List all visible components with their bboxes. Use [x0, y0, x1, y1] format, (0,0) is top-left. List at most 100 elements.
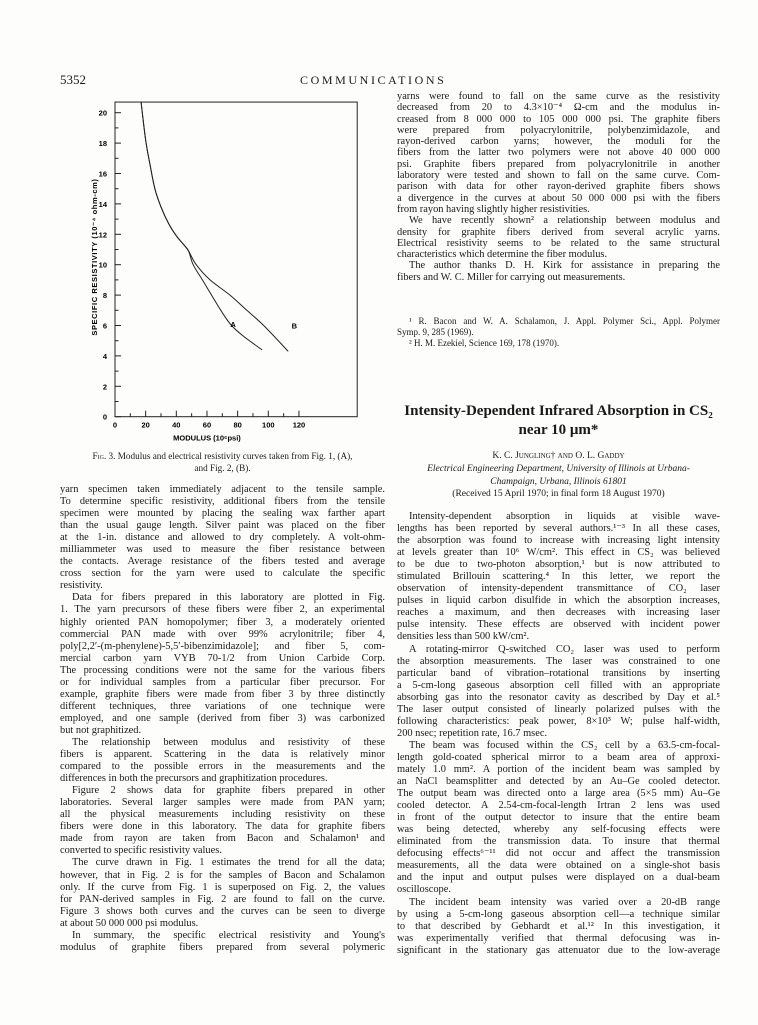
text-line: made from rayon are taken from Bacon and…	[60, 833, 385, 845]
text-line: The incident beam intensity was varied o…	[409, 896, 720, 908]
text-line: milliammeter was used to measure the fib…	[60, 544, 385, 556]
text-line: To determine specific resistivity, addit…	[60, 496, 385, 508]
text-line: ² H. M. Ezekiel, Science 169, 178 (1970)…	[409, 338, 560, 348]
text-line: Data for fibers prepared in this laborat…	[72, 592, 385, 604]
paragraph: In summary, the specific electrical resi…	[60, 930, 385, 954]
caption-text-2: and Fig. 2, (B).	[194, 463, 251, 473]
text-line: In summary, the specific electrical resi…	[72, 929, 385, 941]
paragraph: The beam was focused within the CS₂ cell…	[397, 740, 720, 897]
text-line: the contacts. Average resistance of the …	[60, 556, 385, 568]
text-line: however, that in Fig. 2 is for the sampl…	[60, 869, 385, 881]
text-line: a divergence in the curves at about 50 0…	[397, 192, 720, 204]
text-line: The laser output consisted of linearly p…	[397, 703, 720, 715]
text-line: The relationship between modulus and res…	[72, 736, 385, 748]
affiliation-line-1: Electrical Engineering Department, Unive…	[427, 464, 690, 474]
affiliation-line-2: Champaign, Urbana, Illinois 61801	[490, 476, 627, 487]
text-line: observation of intensity-dependent trans…	[397, 583, 720, 595]
y-tick-label: 0	[103, 413, 107, 422]
y-tick-label: 4	[103, 352, 108, 361]
text-line: than the usual gauge length. Silver pain…	[60, 520, 385, 532]
text-line: by using a 5-cm-long gaseous absorption …	[397, 908, 720, 920]
x-axis-label: MODULUS (10⁶psi)	[173, 434, 241, 443]
text-line: We have recently shown² a relationship b…	[409, 215, 720, 227]
text-line: Intensity-dependent absorption in liquid…	[409, 511, 720, 522]
text-line: psi. Graphite fibers prepared from polya…	[397, 158, 720, 170]
text-line: 200 nsec; repetition rate, 16.7 msec.	[397, 727, 548, 739]
text-line: laboratories. Several larger samples wer…	[60, 797, 385, 809]
text-line: for PAN-derived samples in Fig. 2 are fo…	[60, 893, 385, 905]
text-line: fibers from the latter two polymers were…	[397, 147, 720, 159]
received-date: (Received 15 April 1970; in final form 1…	[452, 489, 665, 499]
text-line: in front of the output detector to insur…	[397, 812, 720, 824]
text-line: pulses in liquid carbon disulfide in whi…	[397, 595, 720, 607]
text-line: but not graphitized.	[60, 724, 142, 736]
text-line: ¹ R. Bacon and W. A. Schalamon, J. Appl.…	[409, 316, 720, 326]
text-line: decreased from 20 to 4.3×10⁻⁴ Ω-cm and t…	[397, 102, 720, 114]
article-title: Intensity-Dependent Infrared Absorption …	[397, 402, 720, 440]
text-line: cross section for the yarn were used to …	[60, 568, 385, 580]
text-line: significant in the stationary gas attenu…	[397, 944, 720, 956]
text-line: highly oriented PAN homopolymer; fiber 3…	[60, 616, 385, 628]
paragraph: ¹ R. Bacon and W. A. Schalamon, J. Appl.…	[397, 316, 720, 338]
paragraph: A rotating-mirror Q-switched CO₂ laser w…	[397, 644, 720, 740]
text-line: were prepared from polyacrylonitrile, po…	[397, 124, 720, 136]
text-line: at the 1-in. distance and allowed to dry…	[60, 532, 385, 544]
x-tick-label: 80	[233, 421, 241, 430]
page-number: 5352	[60, 72, 86, 87]
running-head: COMMUNICATIONS	[300, 73, 447, 87]
y-tick-label: 18	[99, 139, 107, 148]
text-line: Symp. 9, 285 (1969).	[397, 327, 474, 337]
text-line: absorbing gas into the resonator cavity …	[397, 691, 720, 703]
text-line: stimulated Brillouin scattering.⁴ In thi…	[397, 571, 720, 583]
right-column-top-text: yarns were found to fall on the same cur…	[397, 91, 720, 283]
text-line: The curve drawn in Fig. 1 estimates the …	[72, 857, 385, 869]
text-line: the absorption measurements. The laser w…	[397, 655, 720, 667]
text-line: at levels greater than 10⁶ W/cm². This e…	[397, 547, 720, 559]
text-line: yarn specimen taken immediately adjacent…	[60, 484, 385, 495]
text-line: the absorption was found to increase wit…	[397, 535, 720, 547]
article-title-line-1: Intensity-Dependent Infrared Absorption …	[404, 403, 713, 419]
text-line: eliminated from the transmission data. T…	[397, 836, 720, 848]
text-line: converted to specific resistivity values…	[60, 845, 222, 857]
x-tick-label: 20	[141, 421, 149, 430]
curve-b	[140, 101, 289, 352]
text-line: at about 50 000 000 psi modulus.	[60, 917, 199, 929]
caption-text: Modulus and electrical resistivity curve…	[117, 451, 353, 461]
text-line: parison with data for other rayon-derive…	[397, 181, 720, 193]
paragraph: yarns were found to fall on the same cur…	[397, 91, 720, 215]
y-tick-label: 12	[99, 230, 107, 239]
figure-3-chart: 0 20 40 60 80 100 120 0 2 4 6 8 10 12 14 16 18 20 MODULUS …	[90, 101, 358, 443]
y-tick-label: 16	[99, 170, 107, 179]
text-line: commercial PAN made with over 99% acrylo…	[60, 628, 385, 640]
paragraph: The incident beam intensity was varied o…	[397, 897, 720, 957]
caption-label: Fig. 3.	[92, 451, 116, 461]
text-line: different techniques, three variations o…	[60, 700, 385, 712]
text-line: defocusing effects⁶⁻¹¹ did not occur and…	[397, 848, 720, 860]
y-tick-label: 2	[103, 382, 107, 391]
article-title-line-2: near 10 μm*	[518, 422, 599, 438]
text-line: oscilloscope.	[397, 884, 451, 896]
paragraph: Data for fibers prepared in this laborat…	[60, 592, 385, 737]
text-line: modulus of graphite fibers prepared from…	[60, 941, 385, 953]
text-line: The author thanks D. H. Kirk for assista…	[409, 260, 720, 272]
paragraph: Figure 2 shows data for graphite fibers …	[60, 785, 385, 857]
paragraph: The author thanks D. H. Kirk for assista…	[397, 260, 720, 283]
text-line: Figure 2 shows data for graphite fibers …	[72, 785, 385, 797]
y-tick-label: 8	[103, 291, 107, 300]
curve-label-b: B	[292, 322, 298, 331]
text-line: fibers were done in this laboratory. The…	[60, 821, 385, 833]
y-tick-label: 14	[99, 200, 108, 209]
text-line: cooled detector. A 2.54-cm-focal-length …	[397, 800, 720, 812]
text-line: differences in both the precursors and g…	[60, 773, 328, 785]
text-line: all the physical measurements including …	[60, 809, 385, 821]
paragraph: yarn specimen taken immediately adjacent…	[60, 484, 385, 592]
text-line: example, graphite fibers were made from …	[60, 688, 385, 700]
y-axis-label: SPECIFIC RESISTIVITY (10⁻⁴ ohm-cm)	[90, 179, 99, 336]
text-line: was experimentally verified that thermal…	[397, 932, 720, 944]
text-line: an NaCl beamsplitter and detected by an …	[397, 776, 720, 788]
text-line: to that described by Gebhardt et al.¹² I…	[397, 920, 720, 932]
y-tick-label: 20	[99, 109, 107, 118]
text-line: lengths has been reported by several aut…	[397, 523, 720, 535]
text-line: 1. The yarn precursors of these fibers w…	[60, 604, 385, 616]
text-line: and the input and output pulses were dis…	[397, 872, 720, 884]
